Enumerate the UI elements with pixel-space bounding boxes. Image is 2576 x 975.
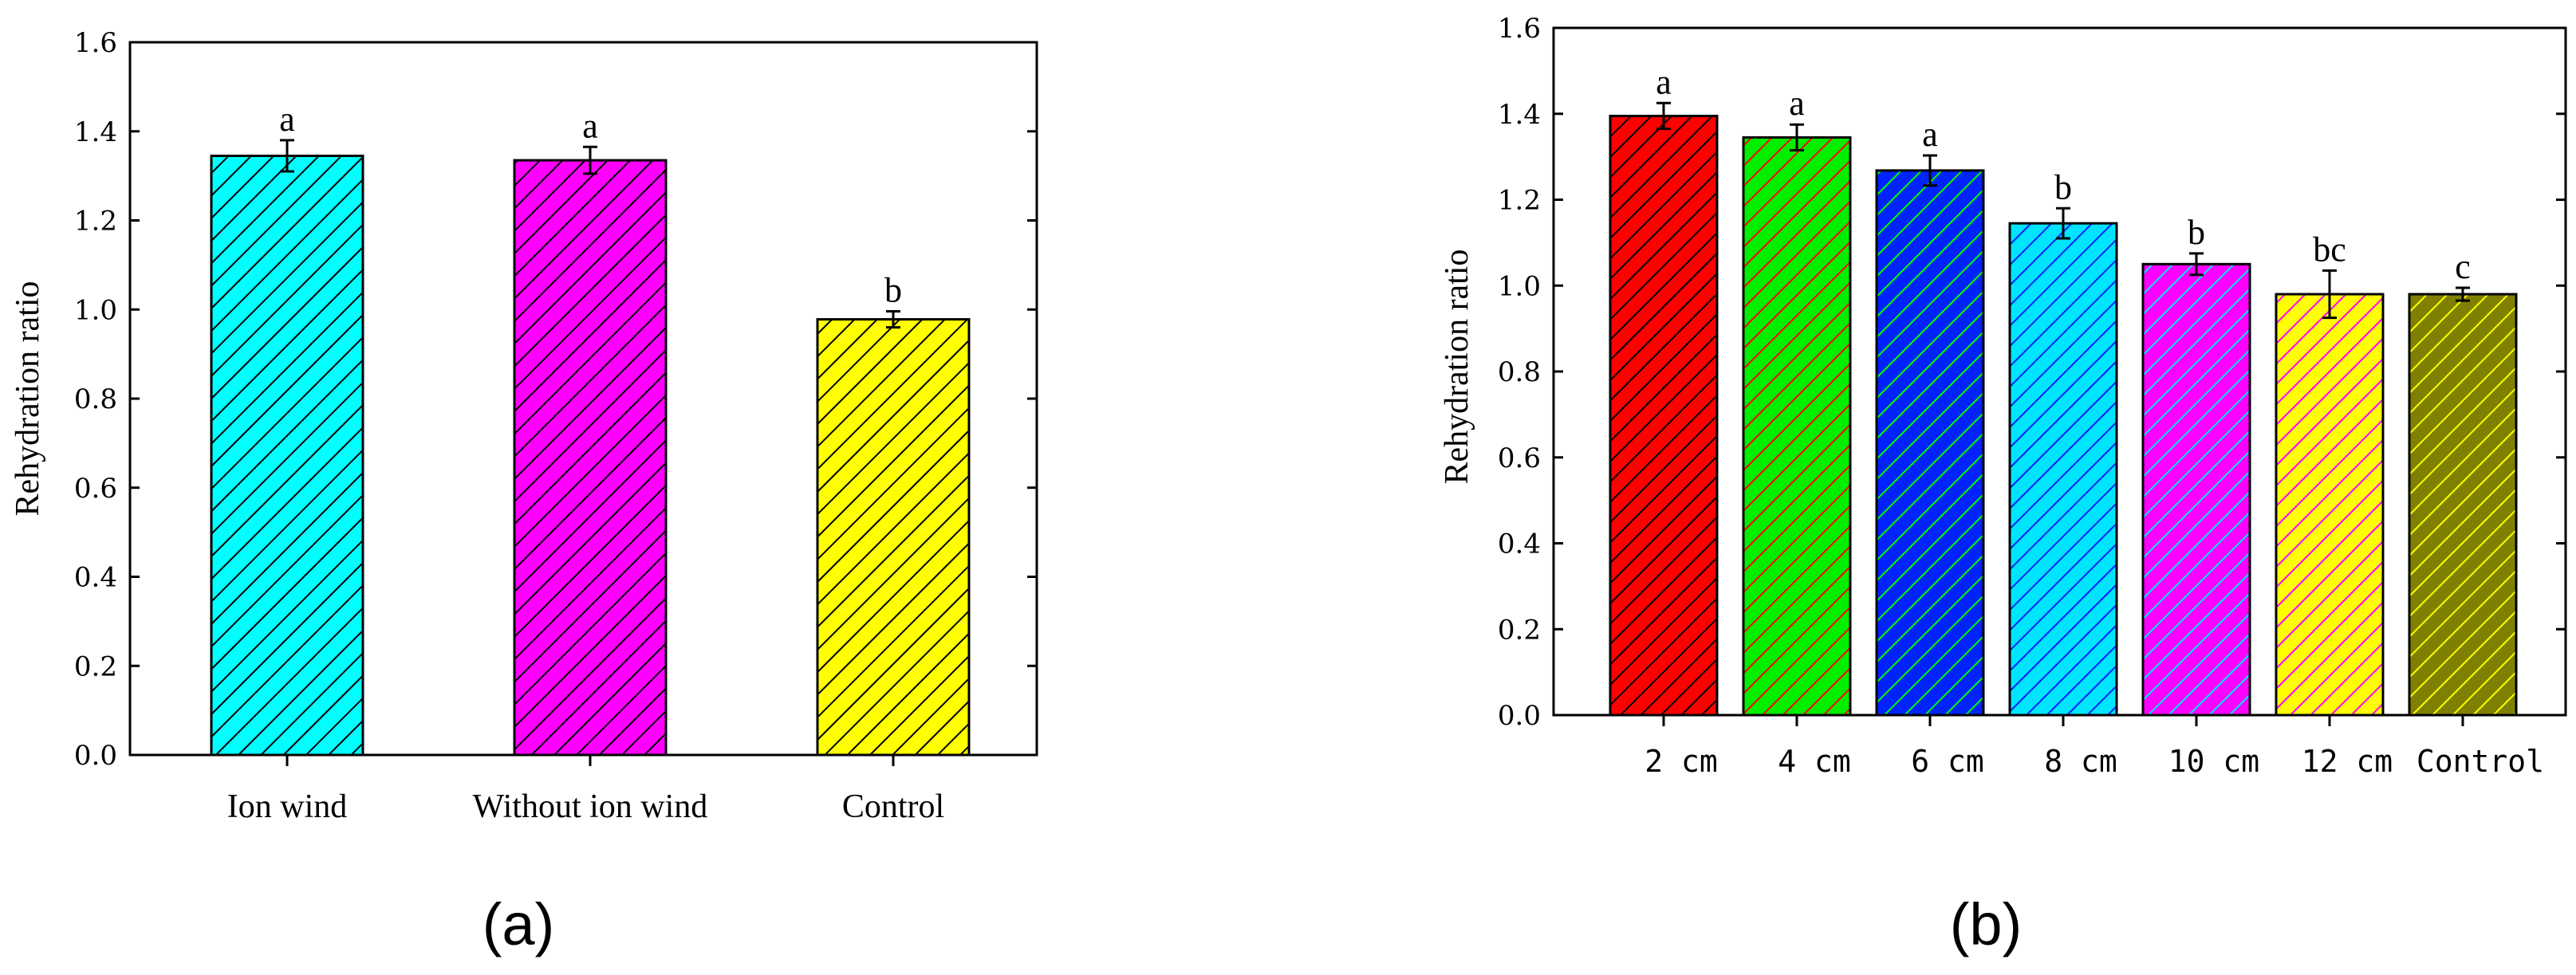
bar (1742, 136, 1852, 717)
y-tick-label: 1.6 (1498, 13, 1541, 45)
significance-label: a (582, 106, 598, 145)
bar (2275, 293, 2385, 717)
bar (1875, 169, 1985, 717)
y-tick-label: 0.2 (74, 651, 117, 682)
y-tick-label: 1.6 (74, 27, 117, 59)
significance-label: b (884, 270, 902, 309)
bar (816, 318, 971, 757)
bar (513, 159, 668, 757)
x-tick-label: 10 cm (2168, 744, 2259, 779)
y-tick-label: 0.0 (1498, 700, 1541, 732)
y-axis-b: 0.0 0.2 0.4 0.6 0.8 1.0 1.2 1.4 1.6 (1498, 13, 2566, 732)
y-tick-label: 1.4 (1498, 99, 1541, 131)
y-tick-label: 1.2 (74, 206, 117, 238)
y-tick-label: 0.4 (74, 562, 117, 594)
y-tick-label: 0.0 (74, 740, 117, 772)
chart-a: 0.0 0.2 0.4 0.6 0.8 1.0 1.2 1.4 1.6 a Ion wind a Wi… (10, 27, 1038, 957)
x-tick-label: Control (2416, 744, 2544, 779)
x-tick-label: 2 cm (1644, 744, 1718, 779)
x-tick-label: 4 cm (1778, 744, 1851, 779)
y-tick-label: 0.8 (1498, 356, 1541, 388)
bar (1609, 114, 1719, 717)
bars-b: a 2 cm a 4 cm a 6 cm b 8 cm b 10 cm bc 12 cm c Contro… (1609, 62, 2544, 779)
significance-label: b (2188, 213, 2205, 252)
y-axis-a: 0.0 0.2 0.4 0.6 0.8 1.0 1.2 1.4 1.6 (74, 27, 1037, 772)
y-tick-label: 0.4 (1498, 529, 1541, 560)
panel-label-b: (b) (1950, 891, 2022, 957)
y-tick-label: 1.4 (74, 116, 117, 148)
bar (2408, 293, 2518, 717)
significance-label: bc (2313, 230, 2346, 269)
y-tick-label: 1.2 (1498, 185, 1541, 217)
y-tick-label: 0.8 (74, 383, 117, 415)
y-axis-label-b: Rehydration ratio (1439, 249, 1475, 484)
y-tick-label: 0.2 (1498, 614, 1541, 646)
significance-label: c (2455, 247, 2471, 286)
y-axis-label-a: Rehydration ratio (10, 281, 46, 516)
bars-a: a Ion wind a Without ion wind b Control (210, 100, 971, 825)
y-tick-label: 0.6 (74, 473, 117, 505)
significance-label: a (279, 100, 295, 139)
significance-label: b (2054, 167, 2072, 206)
y-tick-label: 1.0 (1498, 270, 1541, 302)
bar (2008, 222, 2118, 717)
x-tick-label: 12 cm (2302, 744, 2393, 779)
x-tick-label: Without ion wind (473, 788, 708, 825)
x-tick-label: Ion wind (227, 788, 348, 825)
bar (210, 154, 364, 757)
x-tick-label: 8 cm (2044, 744, 2117, 779)
chart-b: 0.0 0.2 0.4 0.6 0.8 1.0 1.2 1.4 1.6 a 2 cm a 4 cm a 6… (1439, 13, 2567, 957)
significance-label: a (1656, 62, 1672, 101)
x-tick-label: Control (842, 788, 944, 825)
y-tick-label: 1.0 (74, 294, 117, 326)
panel-label-a: (a) (483, 891, 554, 957)
significance-label: a (1922, 115, 1938, 154)
significance-label: a (1789, 84, 1805, 123)
y-tick-label: 0.6 (1498, 442, 1541, 474)
bar (2141, 262, 2251, 717)
x-tick-label: 6 cm (1911, 744, 1984, 779)
